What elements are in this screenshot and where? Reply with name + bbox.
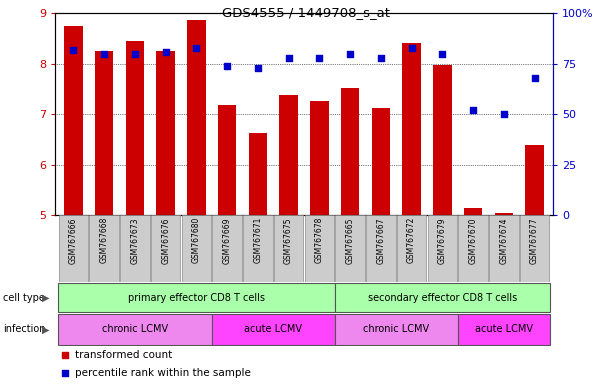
Bar [64,26,82,215]
Text: chronic LCMV: chronic LCMV [363,324,430,334]
Text: GSM767677: GSM767677 [530,217,539,263]
Bar [371,108,390,215]
Text: infection: infection [3,324,46,334]
Bar [126,41,144,215]
Text: acute LCMV: acute LCMV [475,324,533,334]
Bar [218,105,236,215]
Text: GDS4555 / 1449708_s_at: GDS4555 / 1449708_s_at [222,6,389,19]
Point [407,45,417,51]
Bar [458,215,488,282]
Text: GSM767670: GSM767670 [469,217,478,263]
Bar [433,65,452,215]
Bar [489,215,519,282]
Point [253,65,263,71]
Point [222,63,232,69]
Point [315,55,324,61]
Point [284,55,293,61]
Text: GSM767680: GSM767680 [192,217,201,263]
Text: GSM767678: GSM767678 [315,217,324,263]
Bar [120,215,150,282]
Point [161,49,170,55]
Text: percentile rank within the sample: percentile rank within the sample [75,367,251,377]
Point [437,51,447,57]
Text: ▶: ▶ [42,324,49,334]
Point [530,75,540,81]
Text: acute LCMV: acute LCMV [244,324,302,334]
Point [468,107,478,113]
Bar [243,215,273,282]
Point [60,369,70,376]
Bar [249,133,267,215]
Text: GSM767675: GSM767675 [284,217,293,263]
Bar [59,215,88,282]
Bar [520,215,549,282]
Point [60,352,70,358]
Text: GSM767671: GSM767671 [254,217,262,263]
Bar [366,215,395,282]
Bar [95,51,114,215]
Bar [89,215,119,282]
Text: GSM767669: GSM767669 [222,217,232,263]
Text: primary effector CD8 T cells: primary effector CD8 T cells [128,293,265,303]
Bar [151,215,180,282]
Bar [187,20,206,215]
Bar [279,95,298,215]
Bar [335,283,550,312]
Point [130,51,140,57]
Bar [58,283,335,312]
Text: GSM767674: GSM767674 [499,217,508,263]
Text: cell type: cell type [3,293,45,303]
Bar [156,51,175,215]
Bar [213,215,242,282]
Bar [274,215,303,282]
Text: GSM767673: GSM767673 [130,217,139,263]
Text: GSM767665: GSM767665 [346,217,354,263]
Bar [181,215,211,282]
Text: transformed count: transformed count [75,350,172,360]
Point [345,51,355,57]
Bar [397,215,426,282]
Point [376,55,386,61]
Bar [212,314,335,345]
Bar [335,314,458,345]
Text: GSM767676: GSM767676 [161,217,170,263]
Bar [458,314,550,345]
Bar [305,215,334,282]
Text: GSM767668: GSM767668 [100,217,109,263]
Bar [341,88,359,215]
Point [99,51,109,57]
Point [191,45,201,51]
Bar [525,146,544,215]
Bar [58,314,212,345]
Bar [335,215,365,282]
Bar [494,212,513,215]
Text: secondary effector CD8 T cells: secondary effector CD8 T cells [368,293,517,303]
Point [68,47,78,53]
Text: GSM767666: GSM767666 [69,217,78,263]
Text: GSM767679: GSM767679 [438,217,447,263]
Text: GSM767672: GSM767672 [407,217,416,263]
Text: ▶: ▶ [42,293,49,303]
Bar [402,43,421,215]
Bar [464,209,482,215]
Text: GSM767667: GSM767667 [376,217,386,263]
Bar [428,215,457,282]
Point [499,111,509,118]
Text: chronic LCMV: chronic LCMV [102,324,168,334]
Bar [310,101,329,215]
